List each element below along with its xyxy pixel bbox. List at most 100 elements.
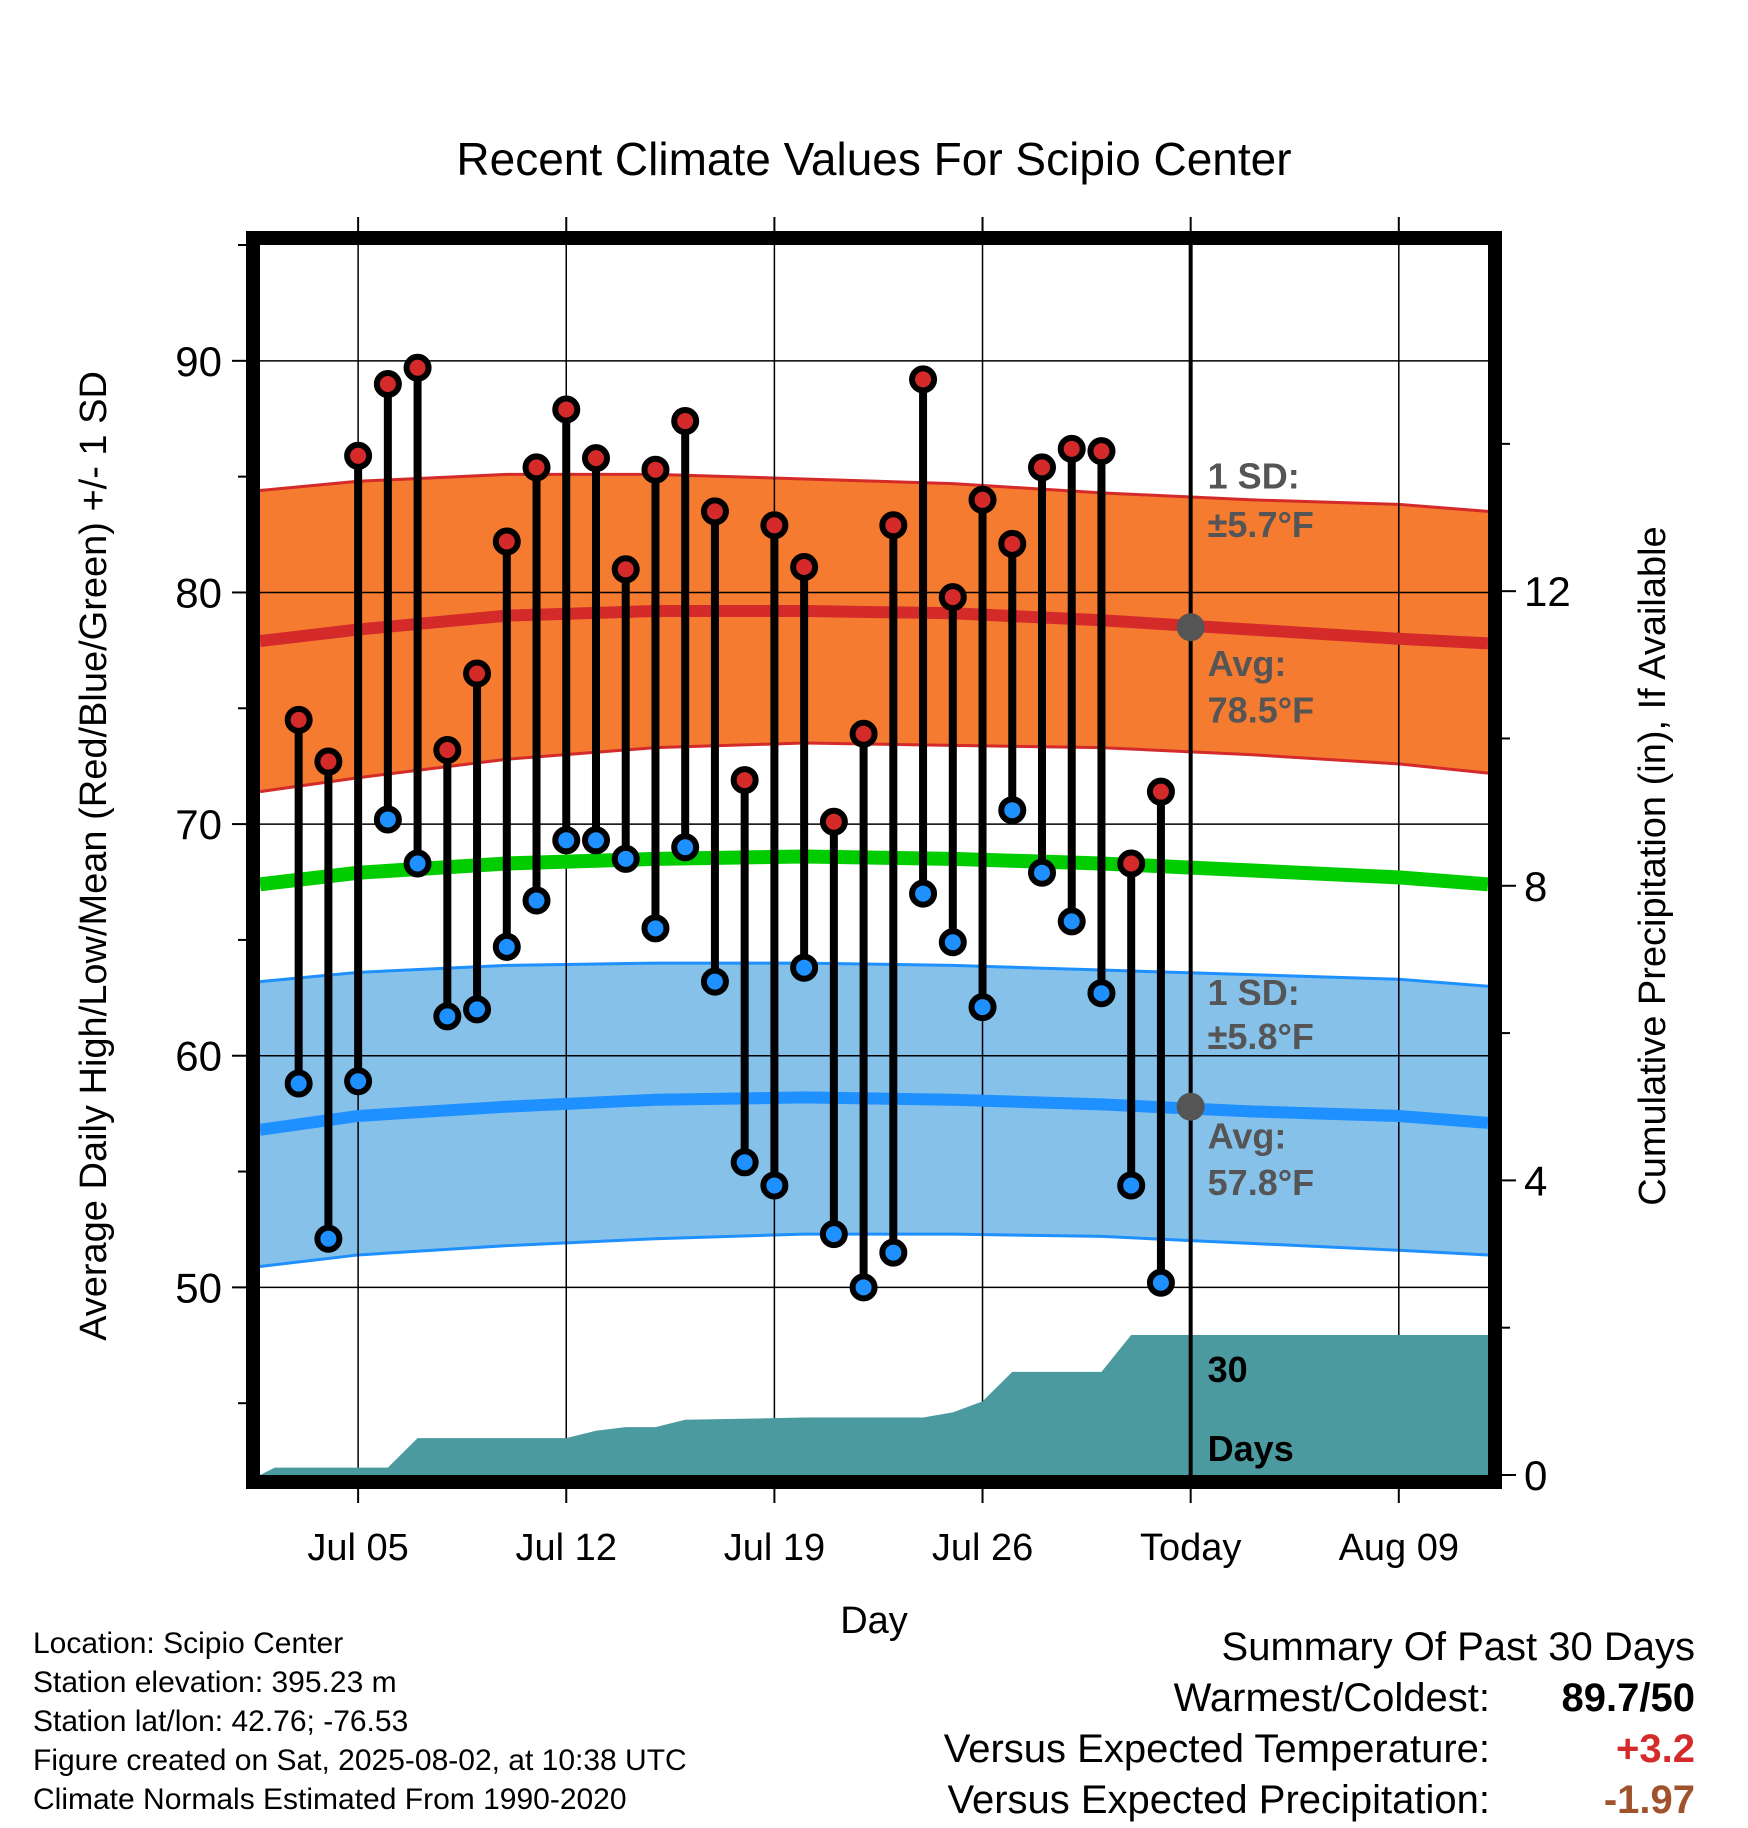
daily-high-point <box>909 365 938 394</box>
plot-border <box>246 231 1502 1489</box>
daily-high-point <box>403 353 432 382</box>
daily-low-point <box>1087 979 1116 1008</box>
y-tick-label-60: 60 <box>175 1033 222 1080</box>
normal-high-band-upper-edge <box>259 472 1489 513</box>
location-text: Location: Scipio Center <box>33 1627 344 1660</box>
daily-high-point <box>373 369 402 398</box>
daily-high-point <box>879 511 908 540</box>
daily-low-point <box>730 1148 759 1177</box>
daily-high-point <box>314 747 343 776</box>
daily-high-point <box>492 527 521 556</box>
daily-high-point <box>849 719 878 748</box>
daily-high-point <box>1087 437 1116 466</box>
daily-low-point <box>1027 858 1056 887</box>
x-axis-label: Day <box>840 1600 908 1642</box>
daily-high-point <box>819 807 848 836</box>
daily-low-point <box>611 844 640 873</box>
daily-low-point <box>819 1220 848 1249</box>
summary-title: Summary Of Past 30 Days <box>944 1622 1695 1673</box>
low-sd-value: ±5.8°F <box>1208 1016 1314 1057</box>
normal-low-line <box>259 1091 1489 1136</box>
y-tick-label-80: 80 <box>175 569 222 616</box>
daily-high-point <box>671 407 700 436</box>
plot-frame <box>246 231 1502 1489</box>
daily-high-point <box>1146 777 1175 806</box>
high-avg-value: 78.5°F <box>1208 689 1314 730</box>
chart-title: Recent Climate Values For Scipio Center <box>456 133 1291 185</box>
x-tick-label: Jul 26 <box>932 1527 1033 1569</box>
y2-tick-label-12: 12 <box>1524 568 1571 615</box>
daily-high-point <box>938 583 967 612</box>
daily-low-point <box>671 833 700 862</box>
temp-value: +3.2 <box>1616 1727 1695 1771</box>
daily-low-point <box>1146 1268 1175 1297</box>
normal-lines <box>259 604 1489 1136</box>
y-axis-label: Average Daily High/Low/Mean (Red/Blue/Gr… <box>73 371 115 1341</box>
high-avg-label: Avg: <box>1208 643 1287 684</box>
y2-tick-label-4: 4 <box>1524 1157 1547 1204</box>
high-avg-marker <box>1176 613 1205 642</box>
latlon-text: Station lat/lon: 42.76; -76.53 <box>33 1705 409 1738</box>
x-tick-label: Today <box>1140 1527 1241 1569</box>
daily-high-point <box>552 395 581 424</box>
low-avg-marker <box>1176 1092 1205 1121</box>
daily-high-point <box>730 766 759 795</box>
daily-high-point <box>790 552 819 581</box>
warm-cold-value: 89.7/50 <box>1561 1676 1695 1720</box>
daily-low-point <box>552 826 581 855</box>
daily-low-point <box>909 879 938 908</box>
high-sd-value: ±5.7°F <box>1208 504 1314 545</box>
daily-high-point <box>463 659 492 688</box>
axes: 50 60 70 80 90 0 4 8 12 Jul 05 Jul 12 Jul 19 Jul 26 T… <box>175 217 1571 1569</box>
daily-high-point <box>611 555 640 584</box>
normal-low-band-lower-edge <box>259 1232 1489 1269</box>
daily-low-point <box>463 995 492 1024</box>
precip-value: -1.97 <box>1603 1778 1695 1822</box>
low-avg-value: 57.8°F <box>1208 1162 1314 1203</box>
y-tick-label-90: 90 <box>175 338 222 385</box>
daily-high-point <box>700 497 729 526</box>
daily-low-point <box>760 1171 789 1200</box>
daily-low-point <box>284 1069 313 1098</box>
daily-low-point <box>938 928 967 957</box>
summary-warm-cold: Warmest/Coldest: 89.7/50 <box>944 1673 1695 1724</box>
daily-low-point <box>849 1273 878 1302</box>
daily-high-point <box>760 511 789 540</box>
summary-temp: Versus Expected Temperature: +3.2 <box>944 1724 1695 1775</box>
high-sd-label: 1 SD: <box>1208 455 1300 496</box>
daily-low-point <box>314 1224 343 1253</box>
daily-high-point <box>1057 434 1086 463</box>
precip-label: Versus Expected Precipitation: <box>947 1778 1490 1822</box>
x-tick-label: Aug 09 <box>1339 1527 1459 1569</box>
created-text: Figure created on Sat, 2025-08-02, at 10… <box>33 1744 687 1777</box>
daily-low-point <box>522 886 551 915</box>
daily-high-point <box>968 485 997 514</box>
daily-low-point <box>344 1067 373 1096</box>
daily-low-point <box>581 826 610 855</box>
y-tick-label-70: 70 <box>175 801 222 848</box>
low-avg-label: Avg: <box>1208 1115 1287 1156</box>
x-tick-label: Jul 19 <box>724 1527 825 1569</box>
daily-low-point <box>433 1002 462 1031</box>
normals-text: Climate Normals Estimated From 1990-2020 <box>33 1783 627 1816</box>
normal-mean-line <box>259 849 1489 892</box>
daily-low-point <box>373 805 402 834</box>
warm-cold-label: Warmest/Coldest: <box>1173 1676 1490 1720</box>
days-label-text: Days <box>1208 1428 1294 1469</box>
daily-high-point <box>284 705 313 734</box>
precipitation-area <box>260 1335 1488 1475</box>
y2-axis-label: Cumulative Precipitation (in), If Availa… <box>1632 526 1674 1205</box>
days-label-number: 30 <box>1208 1349 1248 1390</box>
normal-high-band-lower-edge <box>259 741 1489 794</box>
daily-high-point <box>522 453 551 482</box>
daily-high-point <box>641 455 670 484</box>
y-tick-label-50: 50 <box>175 1264 222 1311</box>
station-info: Location: Scipio Center Station elevatio… <box>33 1624 687 1819</box>
y2-tick-label-8: 8 <box>1524 863 1547 910</box>
normal-low-band-upper-edge <box>259 961 1489 988</box>
daily-low-point <box>1057 907 1086 936</box>
x-tick-label: Jul 05 <box>307 1527 408 1569</box>
daily-low-point <box>1117 1171 1146 1200</box>
